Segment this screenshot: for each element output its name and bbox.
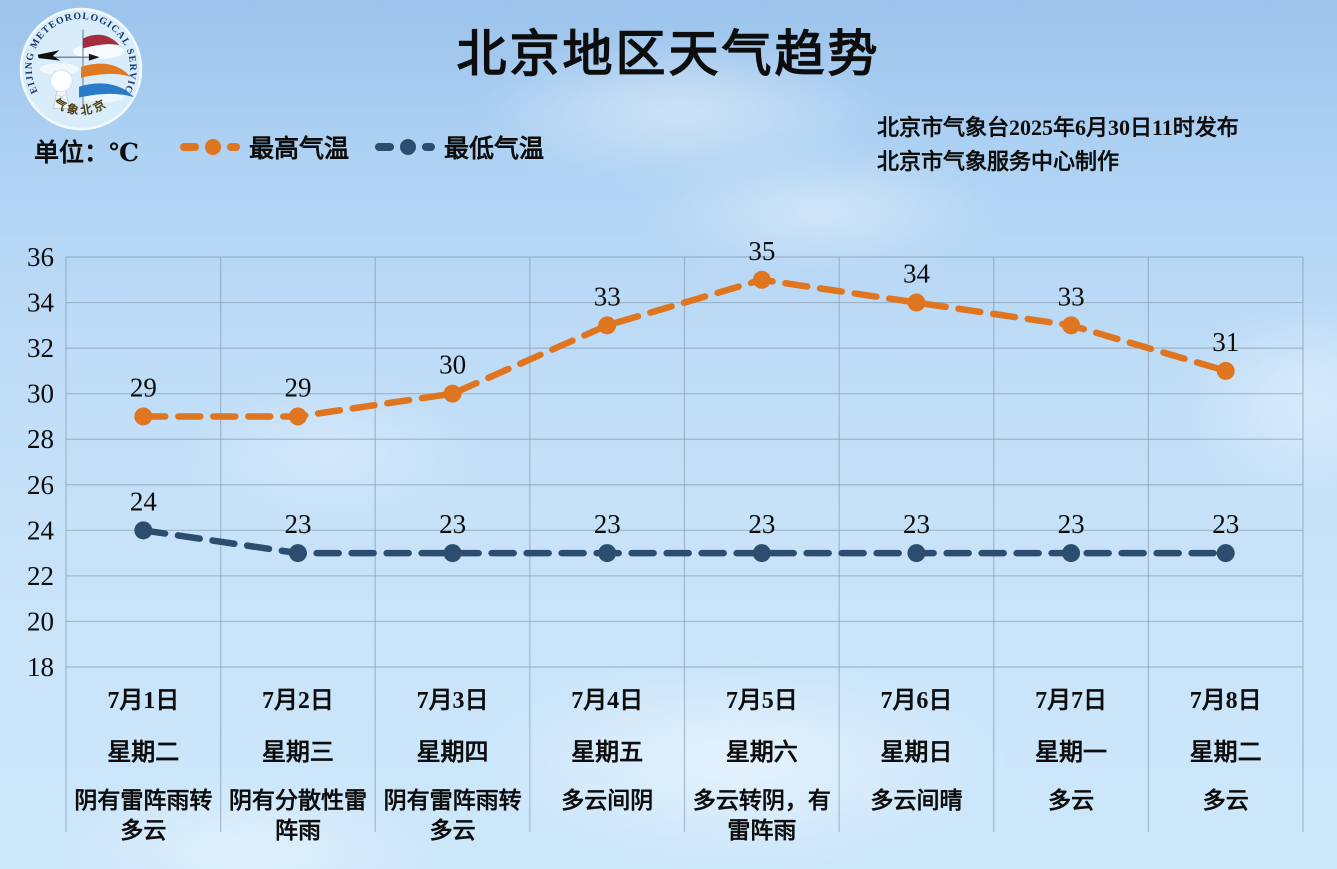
beijing-meteorological-service-logo: BEIJING METEOROLOGICAL SERVICE 气象北京 <box>18 6 143 131</box>
unit-label: 单位：℃ <box>34 140 139 167</box>
weather-label-7: 多云 <box>1202 788 1249 813</box>
low-temp-value-3: 23 <box>594 509 621 539</box>
legend-item-high-temp: 最高气温 <box>180 129 349 165</box>
y-tick-26: 26 <box>27 470 54 500</box>
y-tick-32: 32 <box>27 333 54 363</box>
logo-orange-swoosh <box>81 63 131 78</box>
x-label-col-6: 7月7日星期一多云 <box>994 680 1149 816</box>
weather-label-6: 多云 <box>1048 788 1095 813</box>
high-temp-point-2 <box>443 384 462 403</box>
high-temp-point-0 <box>134 407 153 426</box>
low-temp-value-2: 23 <box>439 509 466 539</box>
logo-radar-dome <box>49 69 73 93</box>
low-temp-point-6 <box>1062 544 1081 563</box>
high-temp-point-5 <box>907 293 926 312</box>
high-temp-point-6 <box>1062 316 1081 335</box>
low-temp-point-1 <box>288 544 307 563</box>
x-label-col-3: 7月4日星期五多云间阴 <box>530 680 685 816</box>
x-label-col-5: 7月6日星期日多云间晴 <box>839 680 994 816</box>
high-temp-value-0: 29 <box>130 372 157 402</box>
y-tick-30: 30 <box>27 379 54 409</box>
high-temp-value-6: 33 <box>1058 281 1085 311</box>
low-temp-value-5: 23 <box>903 509 930 539</box>
publisher-info: 北京市气象台2025年6月30日11时发布 北京市气象服务中心制作 <box>877 111 1239 179</box>
y-tick-24: 24 <box>27 515 55 545</box>
x-label-col-4: 7月5日星期六多云转阴，有雷阵雨 <box>685 680 840 847</box>
y-tick-34: 34 <box>27 288 55 318</box>
low-temp-line-icon <box>375 139 436 155</box>
low-temp-point-3 <box>598 544 617 563</box>
high-temp-point-3 <box>598 316 617 335</box>
y-tick-20: 20 <box>27 606 54 636</box>
weekday-label-2: 星期四 <box>416 740 489 766</box>
producer-line: 北京市气象服务中心制作 <box>877 149 1120 175</box>
low-temp-value-0: 24 <box>130 486 158 516</box>
date-label-6: 7月7日 <box>1035 688 1108 714</box>
weekday-label-3: 星期五 <box>571 740 644 766</box>
high-temp-value-3: 33 <box>594 281 621 311</box>
y-tick-22: 22 <box>27 561 54 591</box>
low-temp-point-2 <box>443 544 462 563</box>
weekday-label-1: 星期三 <box>261 740 334 766</box>
date-label-7: 7月8日 <box>1189 688 1262 714</box>
low-temp-value-7: 23 <box>1212 509 1239 539</box>
logo-bird-icon <box>37 50 61 61</box>
weekday-label-4: 星期六 <box>725 740 798 766</box>
x-label-col-2: 7月3日星期四阴有雷阵雨转多云 <box>375 680 530 847</box>
x-label-col-7: 7月8日星期二多云 <box>1148 680 1303 816</box>
low-temp-point-4 <box>752 544 771 563</box>
legend-low-label: 最低气温 <box>444 136 545 163</box>
weather-label-3: 多云间阴 <box>561 788 654 813</box>
low-temp-line <box>140 527 1229 557</box>
x-label-col-0: 7月1日星期二阴有雷阵雨转多云 <box>66 680 221 847</box>
date-label-0: 7月1日 <box>107 688 180 714</box>
low-temp-point-0 <box>134 521 153 540</box>
y-tick-18: 18 <box>27 652 54 682</box>
high-temp-point-1 <box>288 407 307 426</box>
date-label-4: 7月5日 <box>725 688 798 714</box>
high-temp-point-7 <box>1216 361 1235 380</box>
low-temp-value-1: 23 <box>284 509 311 539</box>
weekday-label-0: 星期二 <box>107 740 180 766</box>
high-temp-line <box>140 276 1229 420</box>
issued-line: 北京市气象台2025年6月30日11时发布 <box>877 115 1239 140</box>
low-temp-point-5 <box>907 544 926 563</box>
low-temp-value-4: 23 <box>748 509 775 539</box>
high-temp-line-icon <box>180 139 240 155</box>
high-temp-value-2: 30 <box>439 350 466 380</box>
legend: 最高气温 最低气温 <box>180 129 544 165</box>
weekday-label-7: 星期二 <box>1189 740 1262 766</box>
weather-label-0: 阴有雷阵雨转多云 <box>74 788 213 844</box>
date-label-5: 7月6日 <box>880 688 953 714</box>
low-temp-point-7 <box>1216 544 1235 563</box>
y-tick-28: 28 <box>27 424 54 454</box>
weekday-label-5: 星期日 <box>880 740 953 766</box>
logo-blue-swoosh <box>79 83 135 98</box>
weather-label-5: 多云间晴 <box>870 788 963 813</box>
weather-label-2: 阴有雷阵雨转多云 <box>383 788 522 844</box>
date-label-2: 7月3日 <box>416 688 489 714</box>
high-temp-point-4 <box>752 270 771 289</box>
x-label-col-1: 7月2日星期三阴有分散性雷阵雨 <box>221 680 376 847</box>
high-temp-value-5: 34 <box>903 259 931 289</box>
high-temp-value-7: 31 <box>1212 327 1239 357</box>
legend-high-label: 最高气温 <box>249 136 350 163</box>
low-temp-value-6: 23 <box>1058 509 1085 539</box>
high-temp-value-4: 35 <box>748 236 775 266</box>
date-label-3: 7月4日 <box>571 688 644 714</box>
logo-red-swoosh <box>82 34 120 49</box>
weather-label-4: 多云转阴，有雷阵雨 <box>692 788 831 844</box>
date-label-1: 7月2日 <box>261 688 334 714</box>
high-temp-value-1: 29 <box>284 372 311 402</box>
logo-arrow-icon <box>88 53 100 61</box>
weekday-label-6: 星期一 <box>1035 740 1108 766</box>
y-tick-36: 36 <box>27 242 54 272</box>
legend-item-low-temp: 最低气温 <box>375 129 544 165</box>
weather-label-1: 阴有分散性雷阵雨 <box>228 788 367 844</box>
page-title: 北京地区天气趋势 <box>456 26 881 82</box>
